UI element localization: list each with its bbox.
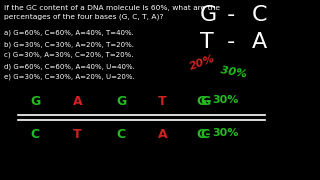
Text: c) G=30%, A=30%, C=20%, T=20%.: c) G=30%, A=30%, C=20%, T=20%. bbox=[4, 52, 133, 58]
Text: C: C bbox=[252, 5, 268, 25]
Text: 30%: 30% bbox=[212, 128, 238, 138]
Text: b) G=30%, C=30%, A=20%, T=20%.: b) G=30%, C=30%, A=20%, T=20%. bbox=[4, 41, 134, 48]
Text: G-: G- bbox=[196, 95, 212, 108]
Text: A: A bbox=[252, 32, 267, 52]
Text: 30%: 30% bbox=[212, 95, 238, 105]
Text: T: T bbox=[73, 128, 82, 141]
Text: T: T bbox=[200, 32, 214, 52]
Text: If the GC content of a DNA molecule is 60%, what are the: If the GC content of a DNA molecule is 6… bbox=[4, 5, 220, 11]
Text: G: G bbox=[200, 95, 210, 108]
Text: C: C bbox=[116, 128, 125, 141]
Text: T: T bbox=[158, 95, 167, 108]
Text: G: G bbox=[200, 5, 217, 25]
Text: 30%: 30% bbox=[220, 65, 248, 80]
Text: d) G=60%, C=60%, A=40%, U=40%.: d) G=60%, C=60%, A=40%, U=40%. bbox=[4, 63, 135, 69]
Text: a) G=60%, C=60%, A=40%, T=40%.: a) G=60%, C=60%, A=40%, T=40%. bbox=[4, 30, 134, 37]
Text: 20%: 20% bbox=[188, 53, 216, 71]
Text: -: - bbox=[220, 5, 242, 25]
Text: G: G bbox=[116, 95, 126, 108]
Text: A: A bbox=[158, 128, 168, 141]
Text: G: G bbox=[30, 95, 40, 108]
Text: e) G=30%, C=30%, A=20%, U=20%.: e) G=30%, C=30%, A=20%, U=20%. bbox=[4, 74, 135, 80]
Text: A: A bbox=[73, 95, 83, 108]
Text: C: C bbox=[30, 128, 39, 141]
Text: -: - bbox=[220, 32, 242, 52]
Text: percentages of the four bases (G, C, T, A)?: percentages of the four bases (G, C, T, … bbox=[4, 14, 164, 21]
Text: C-: C- bbox=[196, 128, 211, 141]
Text: C: C bbox=[200, 128, 209, 141]
